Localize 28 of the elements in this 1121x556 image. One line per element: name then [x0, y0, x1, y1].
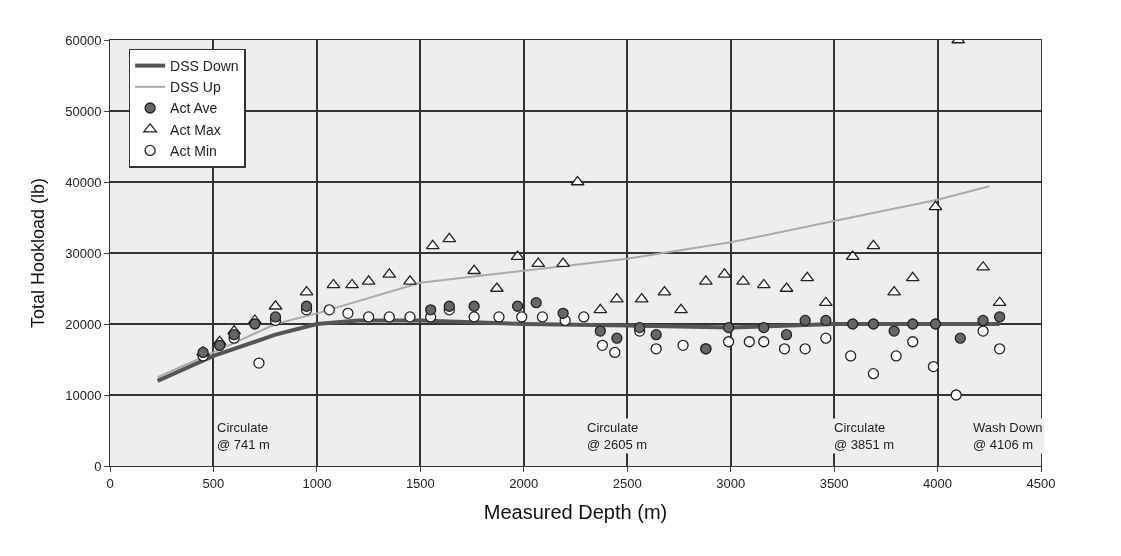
y-tick-label: 50000: [65, 103, 102, 119]
legend-label: Act Max: [170, 121, 221, 138]
x-axis-title: Measured Depth (m): [483, 501, 668, 524]
annotation: Circulate @ 741 m: [217, 420, 270, 452]
legend-label: DSS Up: [170, 79, 221, 96]
legend-label: Act Ave: [170, 100, 218, 117]
y-tick-label: 10000: [65, 387, 102, 403]
y-tick-label: 40000: [65, 174, 102, 190]
x-tick-label: 500: [202, 475, 225, 491]
y-tick-label: 30000: [65, 245, 102, 261]
y-tick-label: 20000: [65, 316, 102, 332]
x-tick-label: 3000: [716, 475, 746, 491]
y-axis-title: Total Hookload (lb): [28, 177, 49, 329]
legend-label: Act Min: [170, 142, 217, 159]
x-tick-label: 3500: [819, 475, 849, 491]
x-tick-label: 0: [106, 475, 114, 491]
annotation: Circulate @ 2605 m: [587, 420, 648, 452]
y-tick-label: 0: [94, 458, 102, 474]
annotation: Circulate @ 3851 m: [834, 420, 895, 452]
annotation: Wash Down @ 4106 m: [973, 420, 1043, 452]
x-tick-label: 1000: [302, 475, 332, 491]
x-tick-label: 4500: [1026, 475, 1056, 491]
legend-label: DSS Down: [170, 58, 239, 75]
y-tick-label: 60000: [65, 32, 102, 48]
x-tick-label: 4000: [923, 475, 953, 491]
x-tick-label: 2500: [612, 475, 642, 491]
x-tick-label: 2000: [509, 475, 539, 491]
x-tick-label: 1500: [405, 475, 435, 491]
